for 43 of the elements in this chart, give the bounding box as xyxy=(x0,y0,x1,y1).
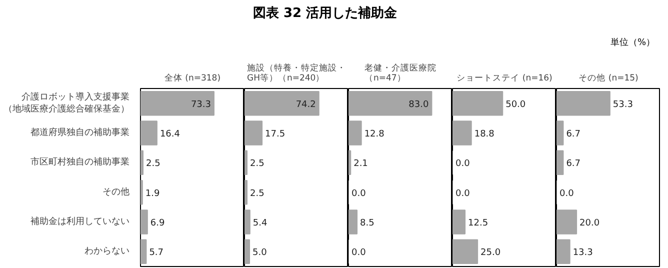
data-label: 25.0 xyxy=(480,248,501,258)
data-label: 0.0 xyxy=(352,248,366,258)
data-label: 0.0 xyxy=(456,188,470,199)
data-label: 0.0 xyxy=(456,159,470,170)
chart-title: ショートステイ (n=16) xyxy=(456,74,552,84)
data-label: 18.8 xyxy=(474,130,495,140)
text: 単位（%） xyxy=(610,37,655,50)
data-label: 0.0 xyxy=(352,188,366,199)
data-label: 2.5 xyxy=(250,159,264,170)
data-label: 12.8 xyxy=(364,130,385,140)
y-tick-label: 都道府県独自の補助事業 xyxy=(30,127,130,138)
data-label: 2.5 xyxy=(250,188,264,199)
data-label: 2.5 xyxy=(146,159,160,170)
chart-title: 老健・介護医療院（n=47） xyxy=(364,62,436,84)
data-label: 6.9 xyxy=(150,218,166,228)
y-tick-label: わからない xyxy=(84,246,130,257)
data-label: 13.3 xyxy=(572,248,593,258)
data-label: 5.7 xyxy=(149,248,164,258)
data-label: 50.0 xyxy=(506,100,526,110)
text: 図表 32 活用した補助金 xyxy=(252,5,398,23)
data-label: 1.9 xyxy=(145,188,160,199)
data-label: 16.4 xyxy=(160,130,180,140)
data-label: 5.4 xyxy=(252,218,268,228)
y-tick-label: その他 xyxy=(102,186,130,198)
data-label: 5.0 xyxy=(252,248,268,258)
data-label: 73.3 xyxy=(190,100,211,110)
data-label: 74.2 xyxy=(296,100,316,110)
chart-title: その他 (n=15) xyxy=(578,72,638,84)
data-label: 0.0 xyxy=(560,188,574,199)
data-label: 6.7 xyxy=(566,130,581,140)
y-tick-label: 市区町村独自の補助事業 xyxy=(30,156,130,168)
y-tick-label: 介護ロボット導入支援事業（地域医療介護総合確保基金） xyxy=(4,91,130,114)
y-tick-label: 補助金は利用していない xyxy=(30,216,130,227)
data-label: 12.5 xyxy=(468,218,488,228)
data-label: 83.0 xyxy=(408,100,429,110)
data-label: 53.3 xyxy=(612,100,633,110)
data-label: 8.5 xyxy=(360,218,374,228)
data-label: 6.7 xyxy=(566,159,581,170)
data-label: 2.1 xyxy=(354,159,368,170)
data-label: 20.0 xyxy=(580,218,600,228)
chart-title: 施設（特養・特定施設・GH等）（n=240） xyxy=(247,62,346,84)
data-label: 17.5 xyxy=(265,130,286,140)
chart-title: 全体 (n=318) xyxy=(164,72,221,84)
